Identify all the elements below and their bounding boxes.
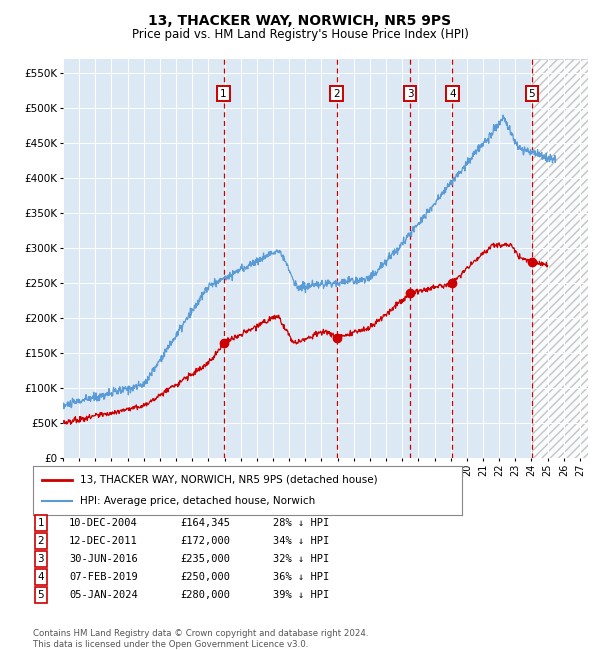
Text: £280,000: £280,000 <box>180 590 230 601</box>
Text: 30-JUN-2016: 30-JUN-2016 <box>69 554 138 564</box>
Text: 2: 2 <box>334 88 340 99</box>
Text: 5: 5 <box>529 88 535 99</box>
Text: Price paid vs. HM Land Registry's House Price Index (HPI): Price paid vs. HM Land Registry's House … <box>131 28 469 41</box>
Text: £235,000: £235,000 <box>180 554 230 564</box>
Text: £164,345: £164,345 <box>180 517 230 528</box>
Text: 07-FEB-2019: 07-FEB-2019 <box>69 572 138 582</box>
Text: 3: 3 <box>407 88 413 99</box>
Bar <box>532 58 588 458</box>
Text: 10-DEC-2004: 10-DEC-2004 <box>69 517 138 528</box>
Text: 4: 4 <box>37 572 44 582</box>
Text: HPI: Average price, detached house, Norwich: HPI: Average price, detached house, Norw… <box>80 496 316 506</box>
Text: 4: 4 <box>449 88 455 99</box>
Text: Contains HM Land Registry data © Crown copyright and database right 2024.
This d: Contains HM Land Registry data © Crown c… <box>33 629 368 649</box>
Text: £172,000: £172,000 <box>180 536 230 546</box>
Text: 12-DEC-2011: 12-DEC-2011 <box>69 536 138 546</box>
Text: 5: 5 <box>37 590 44 601</box>
Text: 32% ↓ HPI: 32% ↓ HPI <box>273 554 329 564</box>
Text: 36% ↓ HPI: 36% ↓ HPI <box>273 572 329 582</box>
Text: £250,000: £250,000 <box>180 572 230 582</box>
Text: 39% ↓ HPI: 39% ↓ HPI <box>273 590 329 601</box>
Text: 28% ↓ HPI: 28% ↓ HPI <box>273 517 329 528</box>
Text: 05-JAN-2024: 05-JAN-2024 <box>69 590 138 601</box>
Text: 1: 1 <box>37 517 44 528</box>
Text: 34% ↓ HPI: 34% ↓ HPI <box>273 536 329 546</box>
Text: 13, THACKER WAY, NORWICH, NR5 9PS: 13, THACKER WAY, NORWICH, NR5 9PS <box>148 14 452 29</box>
Text: 1: 1 <box>220 88 227 99</box>
Text: 3: 3 <box>37 554 44 564</box>
Text: 2: 2 <box>37 536 44 546</box>
Text: 13, THACKER WAY, NORWICH, NR5 9PS (detached house): 13, THACKER WAY, NORWICH, NR5 9PS (detac… <box>80 474 378 485</box>
